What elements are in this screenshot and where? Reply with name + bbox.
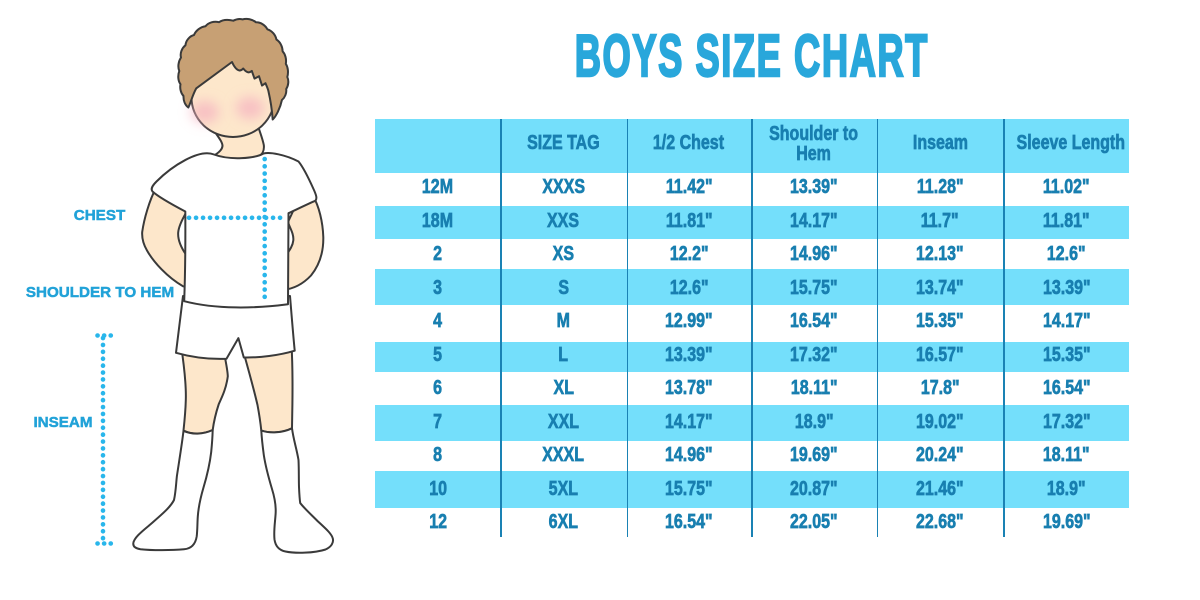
- svg-text:SHOULDER TO HEM: SHOULDER TO HEM: [26, 284, 174, 301]
- svg-text:INSEAM: INSEAM: [33, 414, 92, 431]
- svg-text:CHEST: CHEST: [74, 207, 126, 224]
